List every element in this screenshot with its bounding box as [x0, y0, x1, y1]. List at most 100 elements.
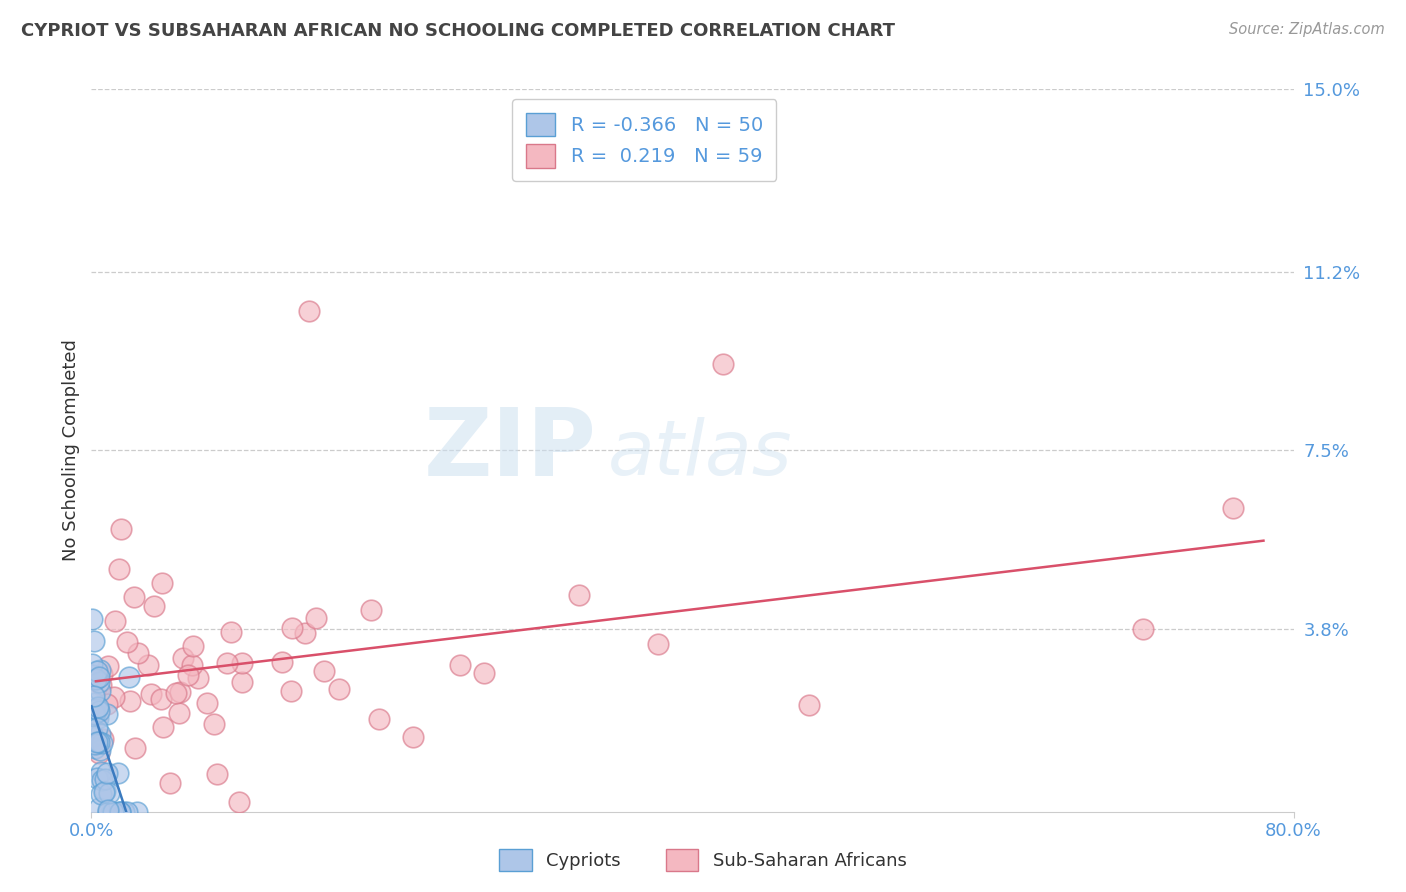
Text: Source: ZipAtlas.com: Source: ZipAtlas.com	[1229, 22, 1385, 37]
Point	[169, 684, 191, 698]
Point	[97, 803, 120, 817]
Point	[103, 690, 125, 705]
Point	[305, 611, 328, 625]
Point	[152, 720, 174, 734]
Point	[103, 805, 125, 819]
Point	[82, 729, 104, 743]
Point	[84, 672, 107, 686]
Point	[93, 772, 115, 787]
Point	[402, 730, 425, 744]
Point	[91, 667, 114, 681]
Point	[219, 624, 242, 639]
Point	[150, 575, 173, 590]
Point	[294, 626, 316, 640]
Point	[118, 694, 141, 708]
Point	[271, 655, 294, 669]
Point	[83, 634, 105, 648]
Point	[87, 700, 110, 714]
Point	[159, 775, 181, 789]
Point	[449, 658, 471, 673]
Point	[86, 671, 108, 685]
Point	[89, 727, 111, 741]
Point	[205, 767, 228, 781]
Point	[96, 697, 118, 711]
Y-axis label: No Schooling Completed: No Schooling Completed	[62, 340, 80, 561]
Point	[84, 696, 107, 710]
Point	[187, 671, 209, 685]
Point	[89, 683, 111, 698]
Point	[328, 682, 350, 697]
Point	[181, 639, 204, 653]
Point	[165, 686, 187, 700]
Point	[122, 590, 145, 604]
Point	[96, 766, 118, 780]
Point	[115, 634, 138, 648]
Point	[281, 621, 304, 635]
Point	[89, 743, 111, 757]
Point	[797, 698, 820, 713]
Point	[86, 702, 108, 716]
Point	[149, 691, 172, 706]
Text: atlas: atlas	[609, 417, 793, 491]
Point	[103, 614, 125, 628]
Point	[127, 805, 149, 819]
Point	[167, 706, 190, 720]
Point	[1222, 501, 1244, 516]
Point	[90, 678, 112, 692]
Point	[117, 805, 139, 819]
Point	[368, 712, 391, 726]
Point	[110, 805, 132, 819]
Point	[231, 656, 253, 670]
Point	[108, 561, 131, 575]
Point	[91, 772, 114, 787]
Point	[87, 801, 110, 815]
Point	[86, 665, 108, 679]
Text: CYPRIOT VS SUBSAHARAN AFRICAN NO SCHOOLING COMPLETED CORRELATION CHART: CYPRIOT VS SUBSAHARAN AFRICAN NO SCHOOLI…	[21, 22, 896, 40]
Point	[86, 708, 108, 723]
Point	[98, 786, 121, 800]
Point	[89, 704, 111, 718]
Point	[118, 670, 141, 684]
Point	[83, 707, 105, 722]
Point	[84, 706, 107, 721]
Point	[87, 711, 110, 725]
Point	[82, 657, 104, 671]
Point	[181, 657, 204, 672]
Point	[177, 668, 200, 682]
Point	[298, 303, 321, 318]
Point	[228, 795, 250, 809]
Point	[647, 637, 669, 651]
Point	[141, 687, 163, 701]
Point	[1132, 622, 1154, 636]
Point	[231, 674, 253, 689]
Point	[91, 731, 114, 746]
Point	[97, 659, 120, 673]
Point	[127, 646, 149, 660]
Point	[89, 663, 111, 677]
Point	[97, 805, 120, 819]
Legend: R = -0.366   N = 50, R =  0.219   N = 59: R = -0.366 N = 50, R = 0.219 N = 59	[512, 99, 776, 181]
Point	[90, 787, 112, 801]
Point	[568, 588, 591, 602]
Point	[86, 721, 108, 735]
Point	[87, 735, 110, 749]
Point	[83, 741, 105, 756]
Point	[87, 675, 110, 690]
Point	[93, 784, 115, 798]
Point	[472, 665, 495, 680]
Point	[107, 766, 129, 780]
Point	[195, 696, 218, 710]
Point	[84, 737, 107, 751]
Point	[202, 716, 225, 731]
Point	[80, 612, 103, 626]
Legend: Cypriots, Sub-Saharan Africans: Cypriots, Sub-Saharan Africans	[492, 842, 914, 879]
Point	[86, 772, 108, 786]
Point	[711, 357, 734, 371]
Point	[96, 707, 118, 722]
Point	[89, 747, 111, 761]
Point	[360, 603, 382, 617]
Point	[112, 805, 135, 819]
Point	[90, 764, 112, 779]
Point	[136, 657, 159, 672]
Point	[110, 522, 132, 536]
